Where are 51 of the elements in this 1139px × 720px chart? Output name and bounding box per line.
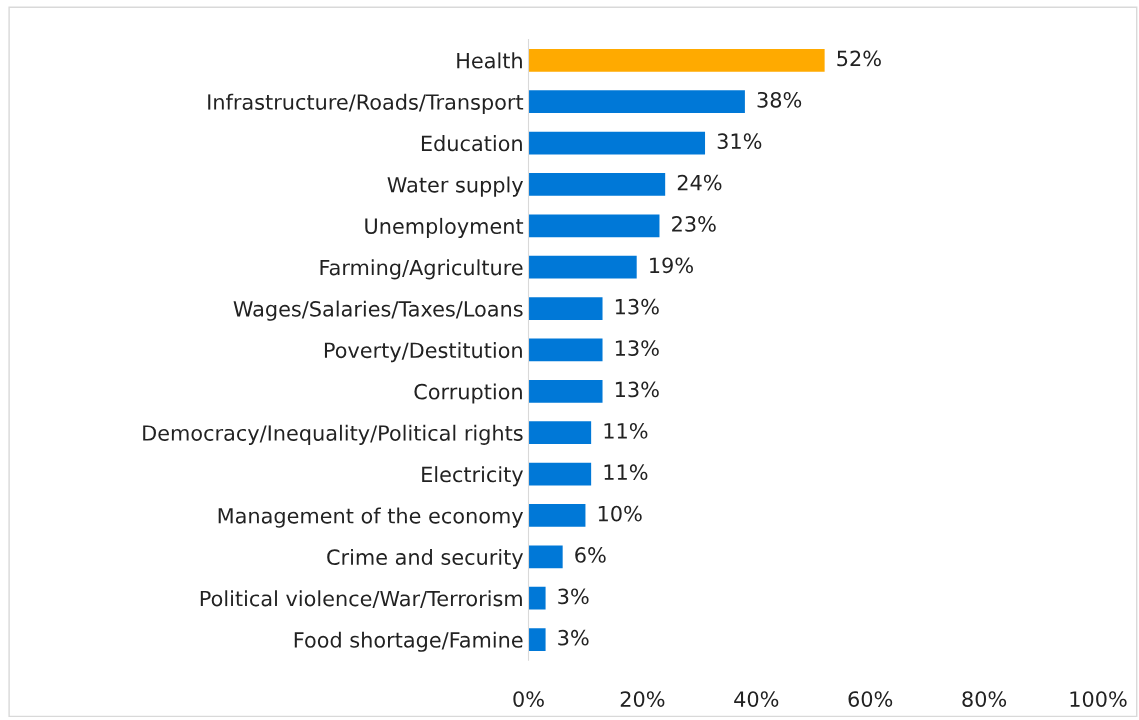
- data-label: 13%: [615, 298, 659, 315]
- y-tick-label: Health: [457, 52, 522, 69]
- y-tick-label: Corruption: [414, 383, 522, 404]
- data-label: 11%: [604, 464, 648, 481]
- data-label: 10%: [598, 505, 642, 522]
- data-label: 19%: [650, 257, 693, 274]
- bar: [528, 628, 546, 651]
- x-tick-label: 20%: [620, 691, 665, 707]
- bar: [528, 255, 637, 279]
- bar: [528, 90, 745, 114]
- data-label: 11%: [604, 422, 648, 439]
- bar: [528, 421, 592, 445]
- y-tick-label: Political violence/War/Terrorism: [200, 590, 522, 609]
- y-tick-label: Water supply: [387, 176, 524, 197]
- x-tick-label: 0%: [513, 691, 544, 707]
- bar: [528, 131, 706, 155]
- y-tick-label: Infrastructure/Roads/Transport: [208, 93, 524, 114]
- data-label: 13%: [615, 340, 659, 356]
- y-tick-label: Unemployment: [365, 217, 524, 239]
- y-tick-label: Democracy/Inequality/Political rights: [143, 424, 523, 445]
- data-label: 31%: [717, 133, 762, 150]
- data-label: 38%: [757, 91, 802, 108]
- x-tick-label: 100%: [1070, 691, 1127, 707]
- y-tick-label: Education: [421, 135, 522, 152]
- y-tick-label: Wages/Salaries/Taxes/Loans: [233, 300, 523, 321]
- y-tick-label: Management of the economy: [218, 507, 524, 528]
- y-tick-label: Poverty/Destitution: [324, 342, 522, 363]
- bar: [528, 297, 603, 320]
- bar: [528, 379, 603, 403]
- bar: [528, 462, 592, 486]
- bar: [528, 586, 546, 610]
- x-tick-label: 80%: [962, 691, 1007, 707]
- data-label: 3%: [558, 629, 589, 646]
- data-label: 24%: [677, 174, 722, 191]
- y-tick-label: Farming/Agriculture: [320, 259, 523, 280]
- bar: [528, 504, 586, 527]
- data-label: 23%: [672, 216, 716, 232]
- y-tick-label: Crime and security: [327, 548, 524, 570]
- x-tick-label: 60%: [848, 691, 893, 707]
- x-tick-label: 40%: [734, 691, 779, 707]
- data-label: 6%: [575, 547, 606, 563]
- data-label: 13%: [615, 381, 659, 398]
- data-label: 3%: [558, 588, 589, 605]
- bar: [528, 214, 660, 238]
- bar: [528, 48, 825, 72]
- y-tick-label: Food shortage/Famine: [294, 631, 523, 652]
- y-tick-label: Electricity: [422, 466, 524, 487]
- bar: [528, 173, 666, 196]
- bar: [528, 338, 603, 362]
- data-label: 52%: [837, 50, 881, 67]
- bar: [528, 545, 563, 569]
